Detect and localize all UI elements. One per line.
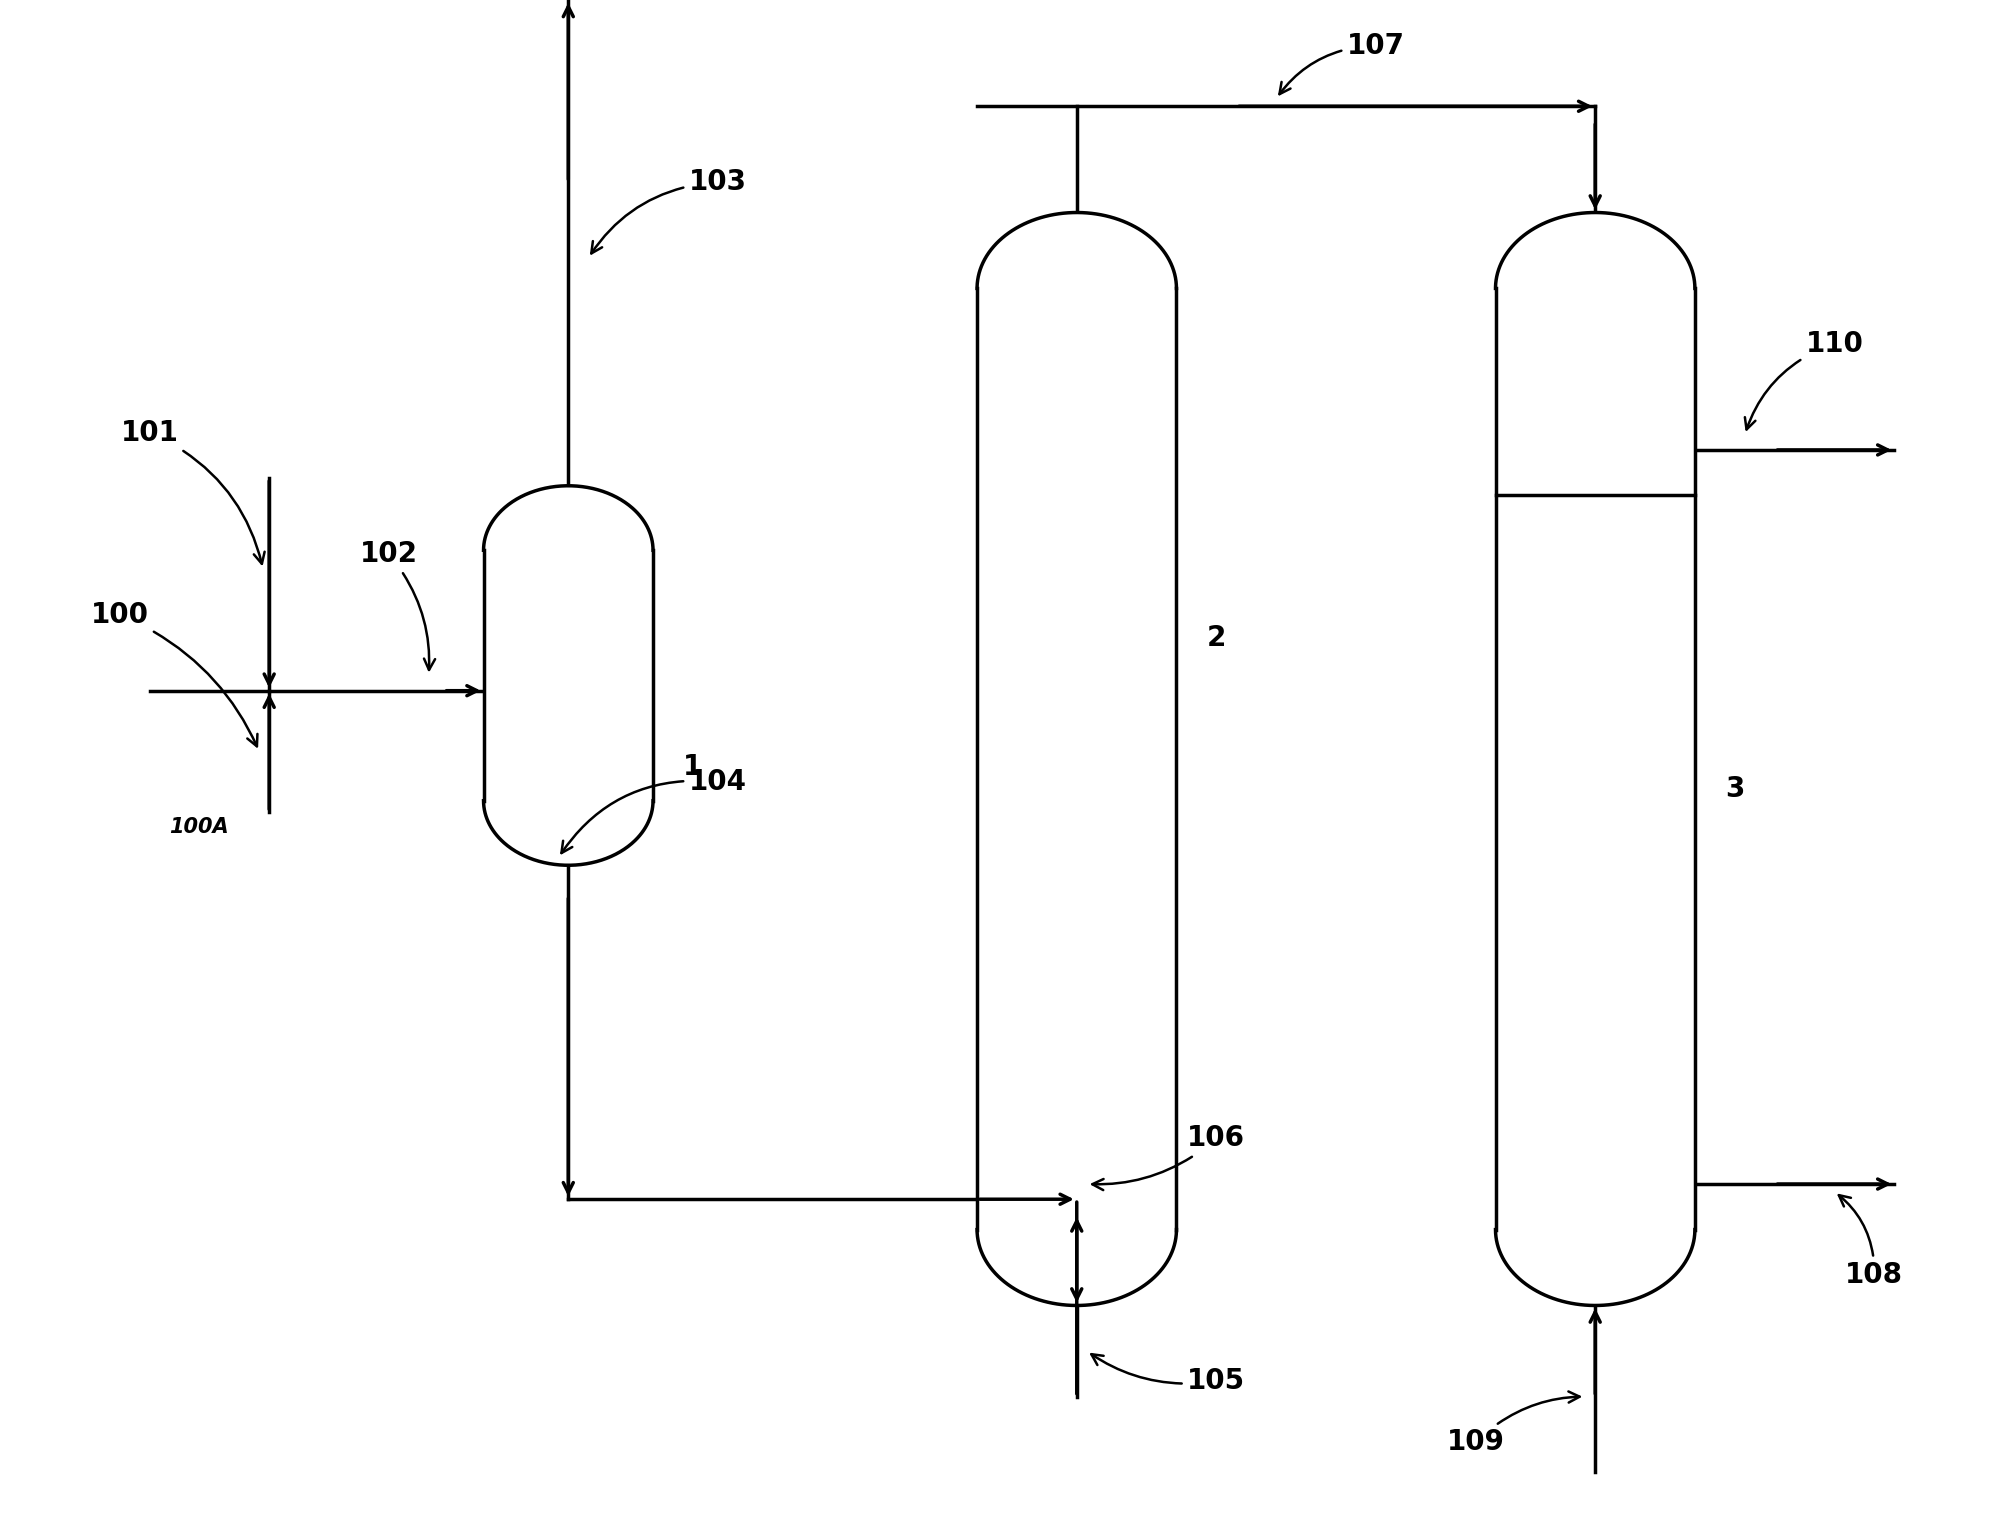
Text: 1: 1 [682,753,702,780]
Text: 109: 109 [1446,1392,1579,1456]
Text: 101: 101 [120,419,265,563]
Text: 104: 104 [562,768,748,853]
Text: 108: 108 [1838,1195,1904,1289]
Bar [1496,288,1695,1230]
Text: 103: 103 [592,168,748,254]
Text: 100A: 100A [169,817,229,838]
Text: 100: 100 [90,601,257,747]
Text: 107: 107 [1280,32,1406,94]
Text: 110: 110 [1745,329,1864,430]
Polygon shape [977,213,1176,288]
Bar [977,288,1176,1230]
Text: 106: 106 [1093,1125,1246,1190]
Bar [483,550,652,802]
Polygon shape [1496,213,1695,288]
Text: 105: 105 [1091,1354,1246,1395]
Polygon shape [1496,1230,1695,1305]
Polygon shape [483,802,652,865]
Polygon shape [483,486,652,550]
Text: 2: 2 [1206,624,1226,651]
Text: 102: 102 [359,540,435,669]
Text: 3: 3 [1725,776,1745,803]
Polygon shape [977,1230,1176,1305]
